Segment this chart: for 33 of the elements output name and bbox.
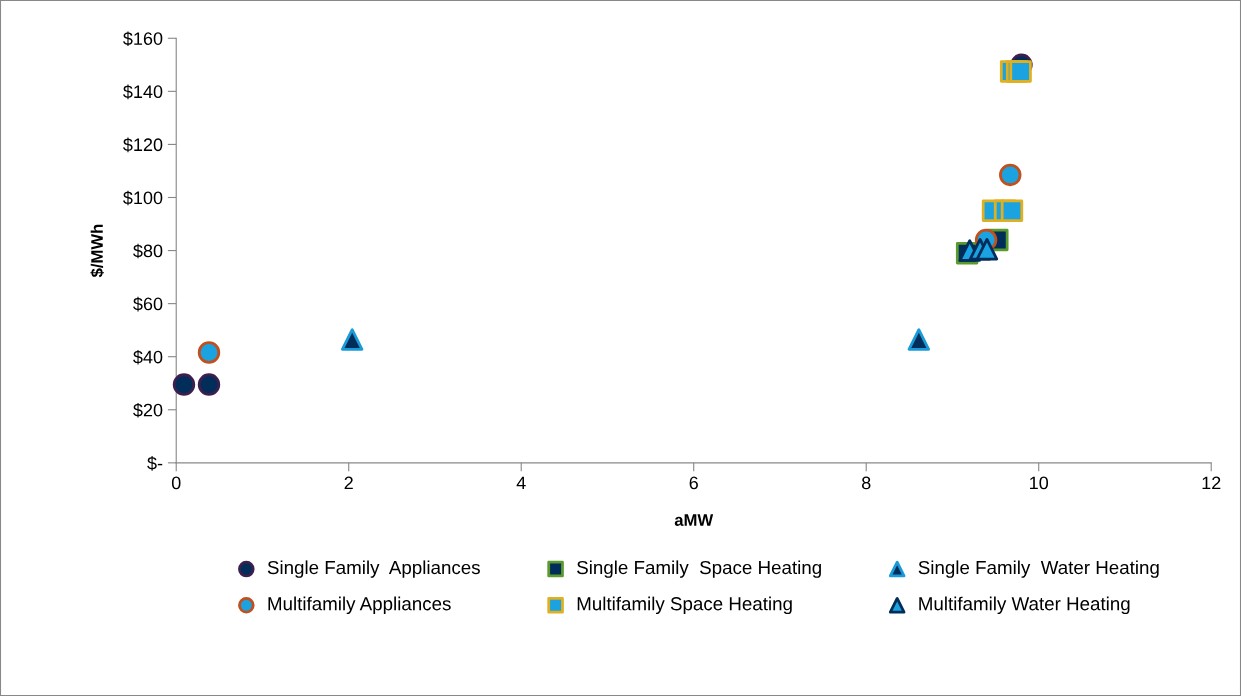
legend-label: Multifamily Water Heating [919,596,1130,615]
y-tick-label: $60 [133,296,163,312]
point [172,373,196,396]
y-tick-label: $- [147,456,163,471]
point [197,373,221,396]
x-tick-label: 0 [171,476,181,490]
point [975,238,999,261]
y-tick-label: $20 [133,402,163,418]
x-tick-label: 8 [861,476,871,490]
y-tick-label: $160 [123,31,163,47]
x-axis-title: aMW [674,514,714,526]
point [340,328,364,351]
point [907,328,931,351]
x-tick-label: 10 [1030,476,1049,490]
y-tick-label: $40 [133,349,163,365]
point [1009,60,1032,83]
y-tick-label: $100 [123,190,163,206]
x-tick-label: 6 [689,476,698,490]
point [197,341,221,364]
y-tick-label: $120 [123,137,163,153]
x-tick-label: 4 [516,476,526,490]
point [999,163,1022,187]
x-tick-label: 2 [344,476,353,490]
y-tick-label: $80 [133,243,163,259]
legend-label: Multifamily Space Heating [577,596,792,615]
legend-label: Single Family Space Heating [577,560,821,578]
y-axis-title: $/MWh [90,224,104,278]
legend-label: Single Family Water Heating [918,560,1159,578]
legend-label: Single Family Appliances [267,560,480,578]
y-tick-label: $140 [123,84,163,100]
x-tick-label: 12 [1202,476,1221,490]
legend-label: Multifamily Appliances [268,596,451,615]
point [1000,199,1024,222]
